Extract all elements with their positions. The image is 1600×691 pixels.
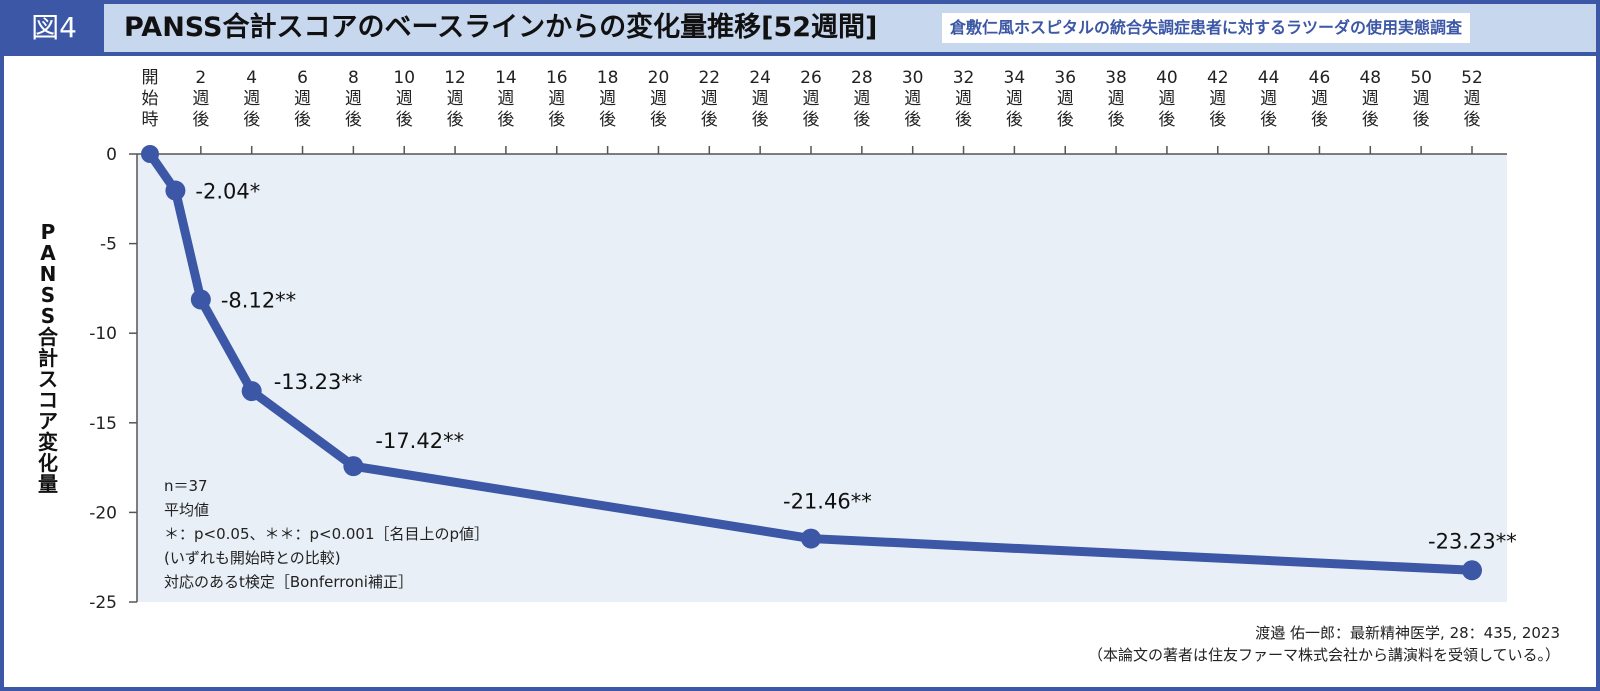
note-line: ＊：p<0.05、＊＊：p<0.001［名目上のp値］ [164,525,490,543]
x-tick-label: 32週後 [952,68,975,130]
data-label: -13.23** [274,370,363,394]
x-tick-label: 22週後 [698,68,721,130]
data-point [801,528,821,549]
x-tick-label: 18週後 [596,68,619,130]
data-label: -8.12** [221,289,296,313]
chart-svg: 0 -5 -10 -15 -20 -25 -2.04* -8.12** -13.23** -17.… [89,145,1517,613]
x-tick-label: 30週後 [901,68,924,130]
data-point [343,456,364,477]
chart-title: PANSS合計スコアのベースラインからの変化量推移[52週間] [124,12,878,43]
y-tick-label: -25 [89,593,117,613]
data-label: -2.04* [195,180,260,204]
y-tick-label: -10 [89,324,117,344]
x-tick-label: 38週後 [1105,68,1127,130]
x-tick-label: 開始時 [141,68,159,130]
note-line: n＝37 [164,477,208,495]
y-axis-label: PANSS合計スコア変化量 [38,220,58,496]
x-tick-label: 52週後 [1461,68,1483,130]
x-tick-label: 46週後 [1308,68,1331,130]
note-line: (いずれも開始時との比較) [164,549,341,567]
data-point [141,145,159,163]
y-tick-label: 0 [106,145,117,165]
x-tick-label: 10週後 [393,68,416,130]
x-tick-label: 12週後 [444,68,466,130]
x-tick-label: 40週後 [1156,68,1178,130]
chart-subtitle: 倉敷仁風ホスピタルの統合失調症患者に対するラツーダの使用実態調査 [942,13,1471,43]
x-tick-label: 26週後 [800,68,822,130]
x-tick-label: 4週後 [243,68,261,130]
source-citation: 渡邉 佑一郎：最新精神医学, 28：435, 2023 [1255,624,1560,642]
x-tick-label: 44週後 [1257,68,1280,130]
data-point [190,289,211,310]
x-tick-label: 50週後 [1410,68,1432,130]
plot-area [137,154,1507,602]
data-point [165,180,186,201]
data-label: -23.23** [1428,529,1517,553]
data-label: -21.46** [783,490,872,514]
source: 渡邉 佑一郎：最新精神医学, 28：435, 2023 （本論文の著者は住友ファ… [1088,622,1560,666]
x-tick-label: 16週後 [545,68,568,130]
x-tick-label: 24週後 [749,68,771,130]
notes: n＝37 平均値 ＊：p<0.05、＊＊：p<0.001［名目上のp値］ (いず… [164,474,489,594]
x-tick-label: 42週後 [1206,68,1229,130]
y-tick-label: -20 [89,503,117,523]
data-label: -17.42** [375,429,464,453]
note-line: 平均値 [164,501,210,519]
x-tick-label: 6週後 [294,68,312,130]
x-tick-label: 36週後 [1054,68,1077,130]
x-tick-label: 34週後 [1003,68,1026,130]
note-line: 対応のあるt検定［Bonferroni補正］ [164,573,413,591]
data-point [1462,560,1482,581]
source-disclosure: （本論文の著者は住友ファーマ株式会社から講演料を受領している。） [1087,646,1560,664]
x-tick-label: 8週後 [344,68,362,130]
figure-label: 図4 [4,4,104,52]
x-tick-label: 48週後 [1359,68,1382,130]
data-point [241,381,262,402]
y-tick-label: -5 [100,235,117,255]
x-tick-label: 20週後 [647,68,670,130]
header: 図4 PANSS合計スコアのベースラインからの変化量推移[52週間] 倉敷仁風ホ… [4,4,1596,56]
y-tick-label: -15 [89,414,117,434]
x-tick-label: 14週後 [495,68,517,130]
x-tick-label: 28週後 [851,68,873,130]
x-tick-label: 2週後 [192,68,210,130]
